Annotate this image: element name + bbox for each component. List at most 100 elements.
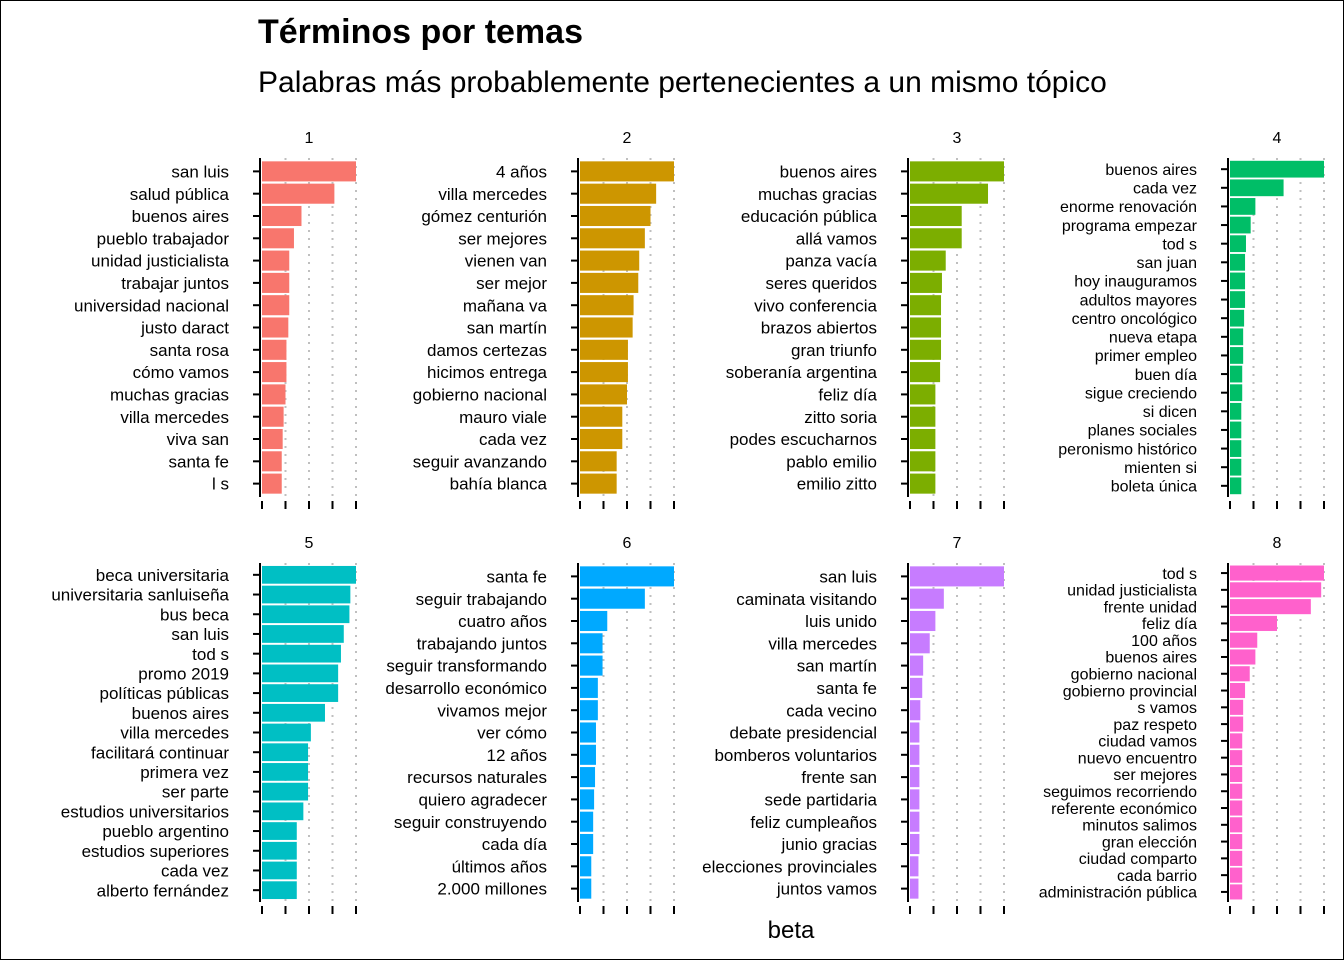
bar: [1230, 850, 1243, 866]
category-label: promo 2019: [138, 664, 229, 683]
bar: [262, 406, 284, 427]
category-label: cada vez: [479, 430, 547, 449]
category-label: junio gracias: [781, 835, 877, 854]
category-label: san martín: [467, 319, 547, 338]
category-label: frente unidad: [1104, 599, 1197, 616]
category-label: administración pública: [1039, 885, 1197, 902]
facet-panels: 1 san luis salud pública buenos aires pueblo…: [51, 130, 1325, 914]
bar: [910, 473, 936, 494]
bar: [580, 384, 627, 405]
category-label: programa empezar: [1062, 218, 1198, 235]
category-label: sede partidaria: [765, 791, 878, 810]
bar: [262, 362, 287, 383]
bar: [1230, 179, 1284, 197]
category-label: hoy inauguramos: [1074, 274, 1197, 291]
category-label: villa mercedes: [120, 724, 229, 743]
category-label: estudios superiores: [82, 842, 229, 861]
category-label: pueblo argentino: [102, 822, 229, 841]
bar: [1230, 649, 1256, 665]
category-label: paz respeto: [1113, 717, 1197, 734]
category-label: l s: [212, 475, 229, 494]
category-label: seguir construyendo: [394, 813, 547, 832]
panel-7: 7 san luis caminata visitando luis unido vil…: [702, 535, 1005, 914]
category-label: gran triunfo: [791, 341, 877, 360]
category-label: buenos aires: [1105, 650, 1197, 667]
bar: [1230, 309, 1245, 327]
category-label: minutos salimos: [1082, 818, 1197, 835]
category-label: bahía blanca: [450, 475, 548, 494]
bar: [262, 861, 297, 880]
category-label: hicimos entrega: [427, 363, 548, 382]
category-label: san luis: [171, 625, 229, 644]
bar: [262, 703, 325, 722]
x-axis-label: beta: [768, 917, 815, 944]
bar: [1230, 867, 1243, 883]
bar: [910, 317, 942, 338]
bar: [1230, 682, 1246, 699]
bar: [262, 605, 350, 624]
category-label: damos certezas: [427, 341, 547, 360]
category-label: primer empleo: [1095, 348, 1197, 365]
category-label: villa mercedes: [768, 634, 877, 653]
bar: [1230, 365, 1243, 383]
bar: [1230, 384, 1243, 402]
category-label: quiero agradecer: [418, 791, 547, 810]
bar: [1230, 347, 1244, 364]
bar: [910, 722, 920, 743]
bar: [580, 295, 634, 316]
category-label: san luis: [171, 163, 229, 182]
category-label: elecciones provinciales: [702, 857, 877, 876]
bar: [910, 183, 989, 204]
bar: [580, 767, 596, 788]
bar: [910, 161, 1004, 182]
bar: [262, 451, 282, 472]
category-label: nuevo encuentro: [1078, 750, 1197, 767]
category-label: tod s: [1162, 566, 1197, 583]
panel-title: 3: [953, 130, 962, 147]
category-label: ser parte: [162, 783, 229, 802]
bar: [580, 205, 651, 227]
category-label: tod s: [1162, 236, 1197, 253]
category-label: políticas públicas: [100, 684, 229, 703]
category-label: seres queridos: [765, 274, 877, 293]
category-label: muchas gracias: [110, 386, 229, 405]
category-label: mañana va: [463, 296, 548, 315]
category-label: nueva etapa: [1109, 330, 1197, 347]
category-label: seguir transformando: [386, 657, 547, 676]
category-label: cada vez: [161, 862, 229, 881]
category-label: cada vecino: [786, 701, 877, 720]
category-label: frente san: [801, 768, 877, 787]
bar: [580, 833, 594, 855]
bar: [1230, 884, 1243, 900]
bar: [910, 384, 936, 405]
category-label: educación pública: [741, 207, 878, 226]
category-label: brazos abiertos: [761, 319, 877, 338]
bar: [910, 295, 942, 316]
bar: [910, 339, 942, 360]
category-label: panza vacía: [785, 252, 877, 271]
category-label: feliz día: [818, 386, 877, 405]
category-label: cuatro años: [458, 612, 547, 631]
category-label: san juan: [1137, 255, 1198, 272]
bar: [1230, 272, 1246, 290]
bar: [262, 802, 304, 821]
category-label: 12 años: [487, 746, 548, 765]
category-label: gobierno nacional: [413, 386, 547, 405]
bar: [910, 610, 936, 632]
category-label: ciudad comparto: [1079, 851, 1197, 868]
bar: [1230, 766, 1243, 783]
bar: [910, 428, 936, 450]
category-label: peronismo histórico: [1058, 441, 1197, 458]
category-label: cada día: [482, 835, 548, 854]
bar: [1230, 253, 1246, 271]
category-label: primera vez: [140, 763, 229, 782]
bar: [1230, 615, 1277, 631]
bar: [1230, 328, 1244, 346]
category-label: san martín: [797, 657, 877, 676]
chart-subtitle: Palabras más probablemente perteneciente…: [258, 66, 1107, 99]
bar: [262, 272, 290, 293]
bar: [580, 473, 617, 494]
category-label: facilitará continuar: [91, 743, 229, 762]
bar: [580, 339, 628, 360]
